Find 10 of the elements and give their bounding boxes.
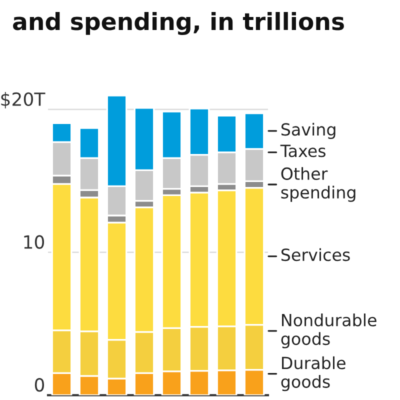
series-label: Other spending xyxy=(281,167,356,202)
y-tick-label: 10 xyxy=(24,235,44,249)
series-label: Durable goods xyxy=(281,356,346,392)
y-tick-label: $20T xyxy=(1,92,46,108)
series-label: Saving xyxy=(281,122,336,139)
series-label: Services xyxy=(281,248,350,262)
series-label: Taxes xyxy=(280,144,326,158)
series-label: Nondurable goods xyxy=(281,314,376,348)
chart-title: and spending, in trillions xyxy=(13,12,344,36)
y-tick-label: 0 xyxy=(34,378,44,392)
